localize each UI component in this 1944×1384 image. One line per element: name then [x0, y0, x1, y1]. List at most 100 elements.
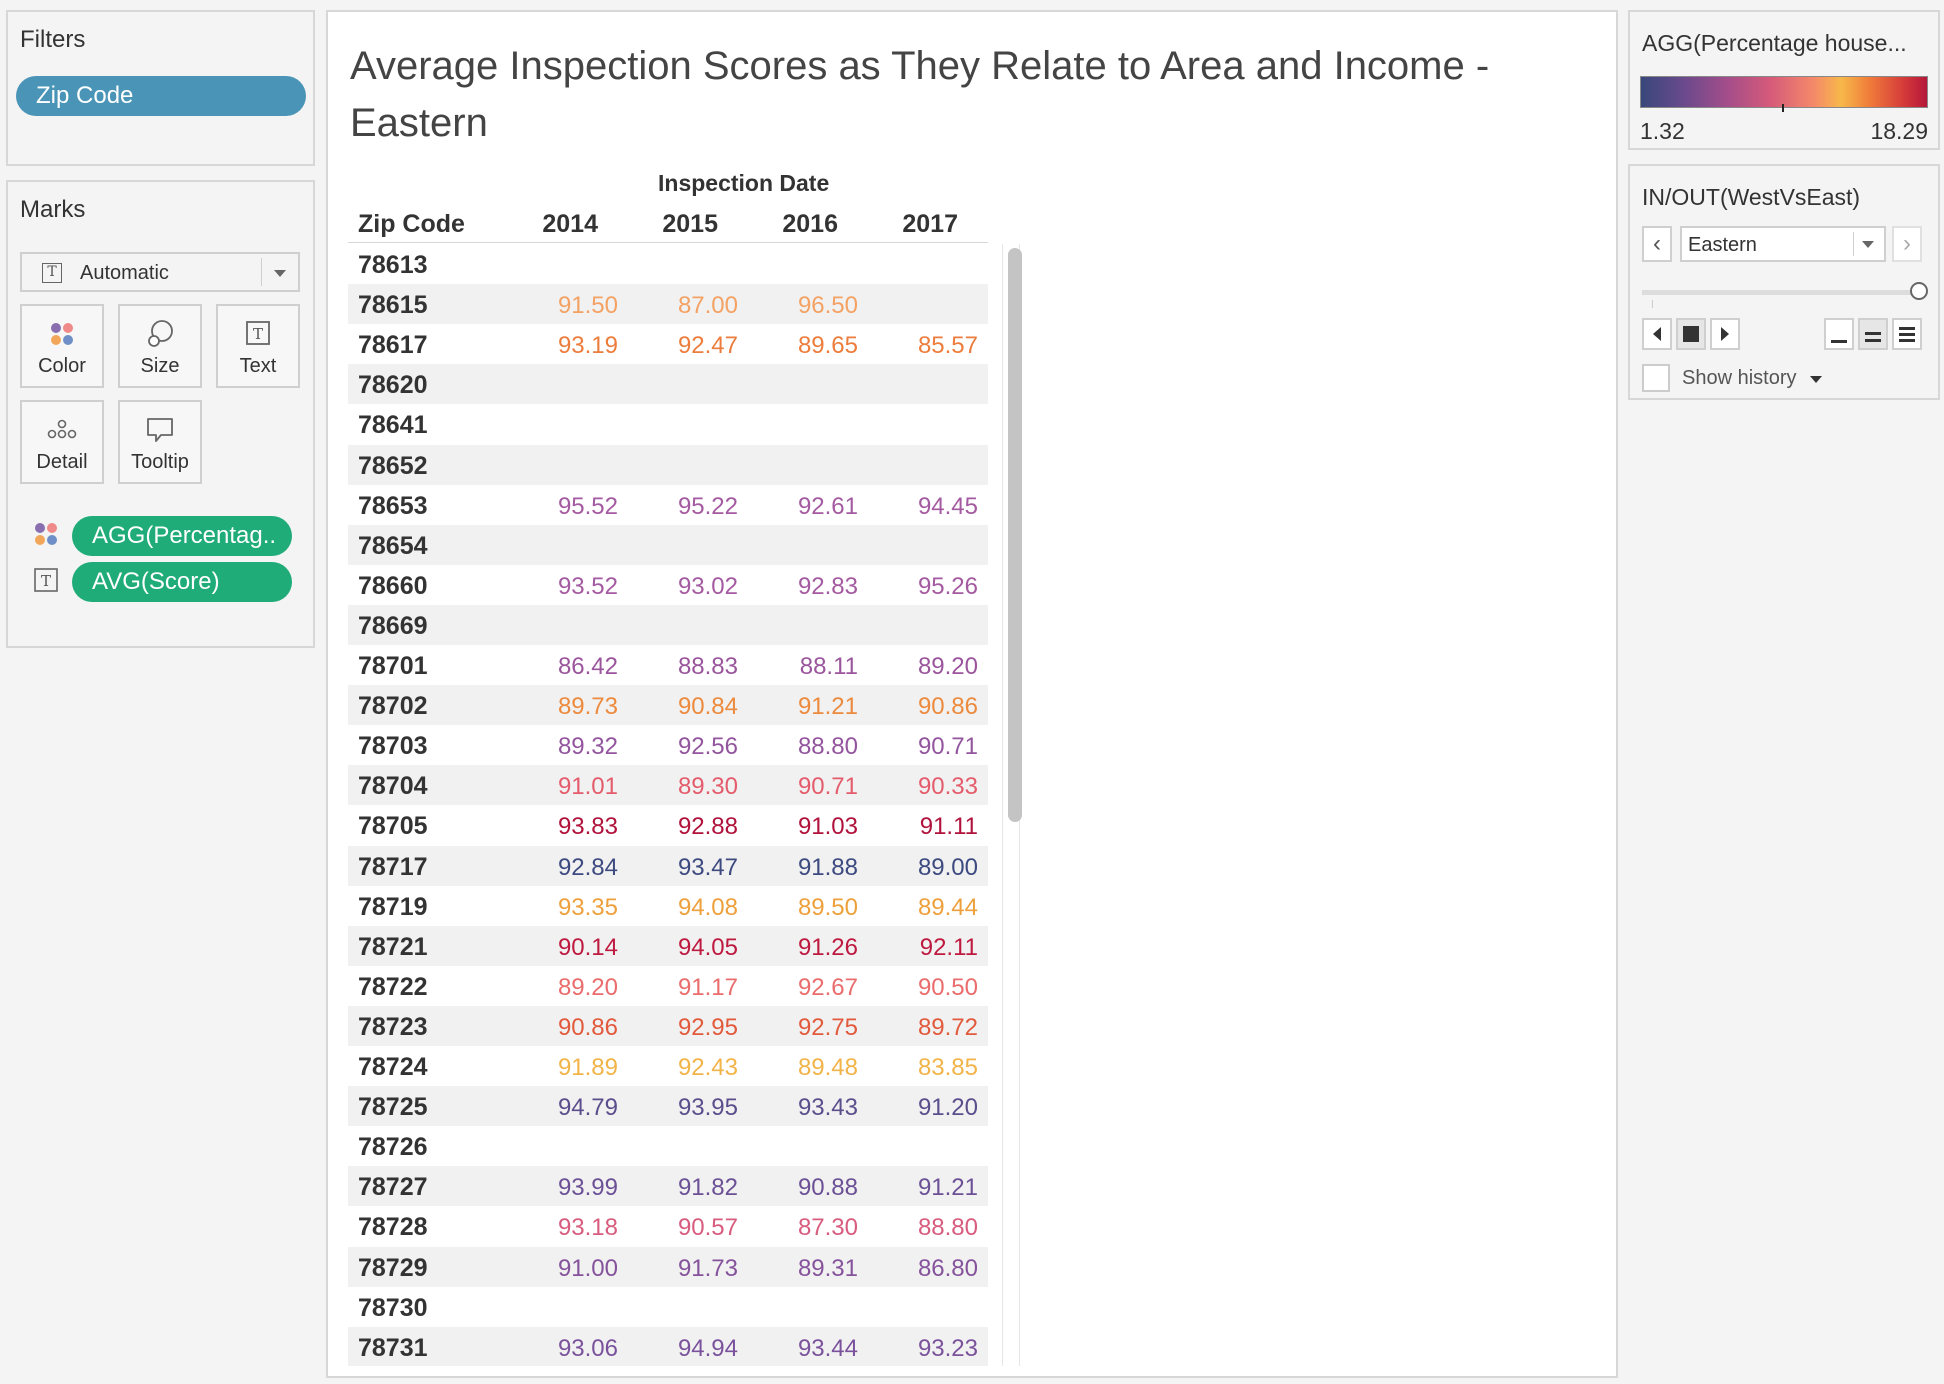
score-cell[interactable]: 92.88	[677, 813, 738, 841]
score-cell[interactable]: 93.95	[677, 1094, 738, 1122]
score-cell[interactable]: 93.44	[797, 1334, 858, 1362]
score-cell[interactable]: 92.84	[557, 853, 618, 881]
score-cell[interactable]: 86.80	[917, 1254, 978, 1282]
table-row[interactable]: 78726	[348, 1126, 988, 1166]
score-cell[interactable]: 92.47	[677, 332, 738, 360]
parameter-slider-track[interactable]	[1642, 290, 1912, 295]
score-cell[interactable]: 89.20	[917, 653, 978, 680]
color-gradient-ramp[interactable]	[1640, 76, 1928, 108]
score-cell[interactable]: 93.52	[557, 572, 618, 600]
show-history-checkbox[interactable]	[1642, 364, 1670, 392]
parameter-dropdown[interactable]: Eastern	[1680, 226, 1886, 262]
score-cell[interactable]: 92.83	[797, 572, 858, 600]
score-cell[interactable]: 94.05	[677, 933, 738, 961]
score-cell[interactable]: 91.82	[677, 1174, 738, 1202]
score-cell[interactable]: 91.89	[557, 1054, 618, 1081]
score-cell[interactable]: 92.95	[677, 1013, 738, 1041]
speed-medium-button[interactable]	[1858, 318, 1888, 350]
score-cell[interactable]: 93.47	[677, 853, 738, 881]
score-cell[interactable]: 95.22	[677, 492, 738, 520]
score-cell[interactable]: 91.03	[797, 813, 858, 841]
column-header-2014[interactable]: 2014	[542, 210, 598, 238]
score-cell[interactable]: 93.35	[557, 893, 618, 921]
score-cell[interactable]: 87.30	[797, 1214, 858, 1242]
score-cell[interactable]: 89.30	[677, 773, 738, 801]
score-cell[interactable]: 89.48	[797, 1054, 858, 1081]
tooltip-button[interactable]: Tooltip	[118, 400, 202, 484]
play-forward-button[interactable]	[1710, 318, 1740, 350]
parameter-slider-knob[interactable]	[1910, 282, 1928, 300]
table-row[interactable]: 78730	[348, 1287, 988, 1327]
table-row[interactable]: 78721 90.14 94.05 91.26 92.11	[348, 925, 988, 966]
play-backward-button[interactable]	[1642, 318, 1672, 350]
table-row[interactable]: 78641	[348, 404, 988, 444]
score-cell[interactable]: 93.19	[557, 332, 618, 360]
score-cell[interactable]: 91.73	[677, 1254, 738, 1282]
score-cell[interactable]: 89.44	[917, 893, 978, 921]
score-cell[interactable]: 91.00	[557, 1254, 618, 1282]
speed-fast-button[interactable]	[1892, 318, 1922, 350]
score-cell[interactable]: 89.00	[917, 853, 978, 881]
score-cell[interactable]: 90.84	[677, 693, 738, 721]
score-cell[interactable]: 89.65	[797, 332, 858, 360]
score-cell[interactable]: 90.71	[917, 733, 978, 761]
table-row[interactable]: 78717 92.84 93.47 91.88 89.00	[348, 845, 988, 886]
score-cell[interactable]: 92.75	[797, 1013, 858, 1041]
zip-code-filter-pill[interactable]: Zip Code	[16, 76, 306, 116]
score-cell[interactable]: 90.86	[917, 693, 978, 721]
table-row[interactable]: 78727 93.99 91.82 90.88 91.21	[348, 1166, 988, 1207]
score-cell[interactable]: 90.57	[677, 1214, 738, 1242]
score-cell[interactable]: 92.11	[919, 933, 978, 961]
next-value-button[interactable]: ›	[1892, 226, 1922, 262]
size-button[interactable]: Size	[118, 304, 202, 388]
score-cell[interactable]: 93.18	[557, 1214, 618, 1242]
speed-slow-button[interactable]	[1824, 318, 1854, 350]
score-cell[interactable]: 91.21	[917, 1174, 978, 1202]
table-row[interactable]: 78722 89.20 91.17 92.67 90.50	[348, 966, 988, 1006]
score-cell[interactable]: 92.43	[677, 1054, 738, 1081]
score-cell[interactable]: 95.26	[917, 572, 978, 600]
table-row[interactable]: 78702 89.73 90.84 91.21 90.86	[348, 685, 988, 726]
score-cell[interactable]: 94.08	[677, 893, 738, 921]
table-row[interactable]: 78701 86.42 88.83 88.11 89.20	[348, 645, 988, 685]
score-cell[interactable]: 93.43	[797, 1094, 858, 1122]
stop-button[interactable]	[1676, 318, 1706, 350]
table-row[interactable]: 78703 89.32 92.56 88.80 90.71	[348, 725, 988, 765]
score-cell[interactable]: 93.99	[557, 1174, 618, 1202]
text-button[interactable]: T Text	[216, 304, 300, 388]
score-cell[interactable]: 93.83	[557, 813, 618, 841]
table-row[interactable]: 78725 94.79 93.95 93.43 91.20	[348, 1086, 988, 1127]
column-header-2017[interactable]: 2017	[902, 210, 958, 238]
score-cell[interactable]: 89.73	[557, 693, 618, 721]
color-shelf-pill[interactable]: AGG(Percentag..	[72, 516, 292, 556]
score-cell[interactable]: 93.02	[677, 572, 738, 600]
score-cell[interactable]: 94.45	[917, 492, 978, 520]
score-cell[interactable]: 95.52	[557, 492, 618, 520]
score-cell[interactable]: 91.20	[917, 1094, 978, 1122]
table-row[interactable]: 78723 90.86 92.95 92.75 89.72	[348, 1005, 988, 1046]
score-cell[interactable]: 89.20	[557, 973, 618, 1001]
score-cell[interactable]: 92.61	[797, 492, 858, 520]
table-row[interactable]: 78724 91.89 92.43 89.48 83.85	[348, 1046, 988, 1086]
score-cell[interactable]: 90.88	[797, 1174, 858, 1202]
score-cell[interactable]: 89.50	[797, 893, 858, 921]
mark-type-dropdown[interactable]: T Automatic	[20, 252, 300, 292]
table-row[interactable]: 78654	[348, 524, 988, 565]
score-cell[interactable]: 89.31	[797, 1254, 858, 1282]
score-cell[interactable]: 90.86	[557, 1013, 618, 1041]
color-button[interactable]: Color	[20, 304, 104, 388]
score-cell[interactable]: 87.00	[677, 292, 738, 320]
table-row[interactable]: 78613	[348, 244, 988, 284]
table-row[interactable]: 78719 93.35 94.08 89.50 89.44	[348, 886, 988, 926]
score-cell[interactable]: 90.14	[557, 933, 618, 961]
table-row[interactable]: 78617 93.19 92.47 89.65 85.57	[348, 324, 988, 364]
previous-value-button[interactable]: ‹	[1642, 226, 1672, 262]
score-cell[interactable]: 85.57	[917, 332, 978, 360]
score-cell[interactable]: 89.32	[557, 733, 618, 761]
score-cell[interactable]: 88.83	[677, 653, 738, 680]
table-row[interactable]: 78653 95.52 95.22 92.61 94.45	[348, 485, 988, 525]
show-history-label[interactable]: Show history	[1682, 367, 1797, 389]
score-cell[interactable]: 93.23	[917, 1334, 978, 1362]
score-cell[interactable]: 86.42	[557, 653, 618, 680]
score-cell[interactable]: 91.01	[557, 773, 618, 801]
